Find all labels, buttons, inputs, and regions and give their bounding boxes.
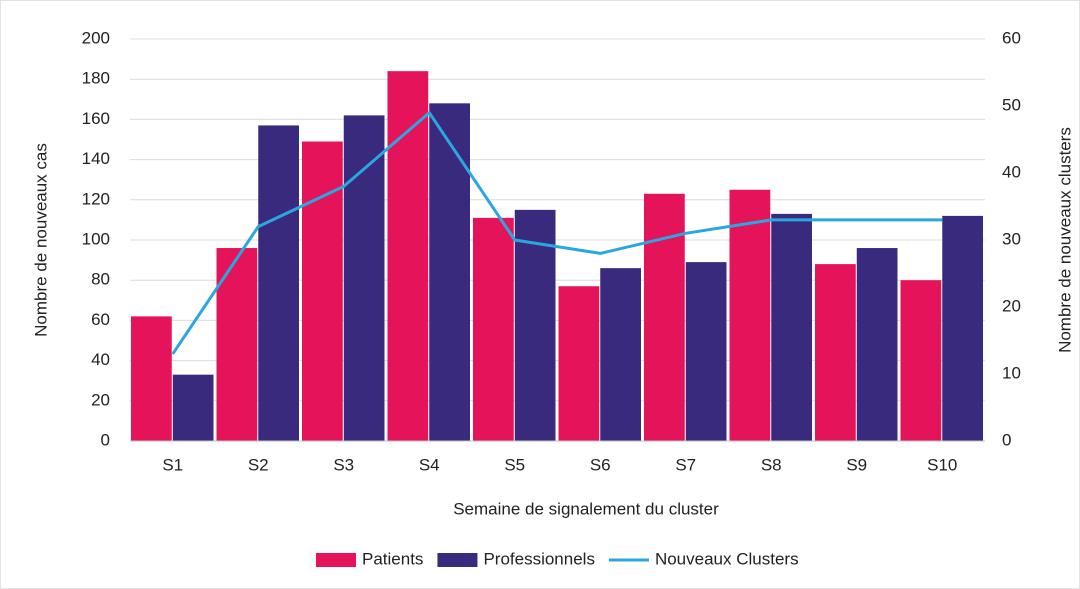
bar bbox=[302, 141, 343, 441]
y-tick-label: 40 bbox=[91, 350, 110, 369]
y-tick-label: 120 bbox=[82, 189, 110, 208]
y-tick-label: 140 bbox=[82, 149, 110, 168]
bar bbox=[815, 264, 856, 441]
legend-label: Professionnels bbox=[483, 549, 595, 568]
y2-axis-title: Nombre de nouveaux clusters bbox=[1055, 127, 1074, 353]
y-tick-label: 0 bbox=[101, 430, 110, 449]
bar bbox=[729, 189, 771, 441]
y2-tick-label: 40 bbox=[1002, 162, 1021, 181]
bar bbox=[558, 286, 600, 441]
y2-tick-label: 20 bbox=[1002, 296, 1021, 315]
y-tick-label: 200 bbox=[82, 28, 110, 47]
legend-label: Nouveaux Clusters bbox=[655, 549, 799, 568]
y-tick-label: 100 bbox=[82, 229, 110, 248]
bar bbox=[942, 215, 983, 441]
x-tick-label: S5 bbox=[504, 455, 525, 474]
x-axis-title: Semaine de signalement du cluster bbox=[453, 499, 719, 518]
x-tick-label: S8 bbox=[761, 455, 782, 474]
legend-swatch bbox=[437, 553, 478, 567]
bar bbox=[900, 280, 942, 441]
x-tick-label: S7 bbox=[675, 455, 696, 474]
x-tick-label: S2 bbox=[248, 455, 269, 474]
bar bbox=[343, 115, 385, 441]
y2-tick-label: 50 bbox=[1002, 95, 1021, 114]
bar bbox=[258, 125, 299, 442]
x-tick-label: S4 bbox=[419, 455, 440, 474]
bar bbox=[473, 217, 514, 441]
bar bbox=[600, 268, 641, 441]
x-tick-label: S1 bbox=[162, 455, 183, 474]
bar bbox=[429, 103, 470, 441]
bar bbox=[856, 248, 898, 441]
x-tick-label: S9 bbox=[846, 455, 867, 474]
bar bbox=[514, 209, 556, 441]
y-tick-label: 180 bbox=[82, 69, 110, 88]
y2-tick-label: 30 bbox=[1002, 229, 1021, 248]
bar bbox=[644, 193, 685, 441]
y-tick-label: 80 bbox=[91, 270, 110, 289]
y-axis-title: Nombre de nouveaux cas bbox=[31, 143, 50, 337]
y2-tick-label: 10 bbox=[1002, 363, 1021, 382]
bar bbox=[685, 262, 727, 441]
x-tick-label: S6 bbox=[590, 455, 611, 474]
y-tick-label: 60 bbox=[91, 310, 110, 329]
legend-swatch bbox=[316, 553, 356, 567]
bar bbox=[172, 374, 214, 441]
x-tick-label: S3 bbox=[333, 455, 354, 474]
y2-tick-label: 0 bbox=[1002, 430, 1011, 449]
bar bbox=[131, 316, 172, 441]
line-series bbox=[171, 111, 943, 355]
y-tick-label: 20 bbox=[91, 390, 110, 409]
y2-tick-label: 60 bbox=[1002, 28, 1021, 47]
legend-label: Patients bbox=[362, 549, 423, 568]
y-tick-label: 160 bbox=[82, 109, 110, 128]
bar bbox=[387, 71, 429, 441]
x-tick-label: S10 bbox=[927, 455, 957, 474]
bar bbox=[771, 213, 812, 441]
